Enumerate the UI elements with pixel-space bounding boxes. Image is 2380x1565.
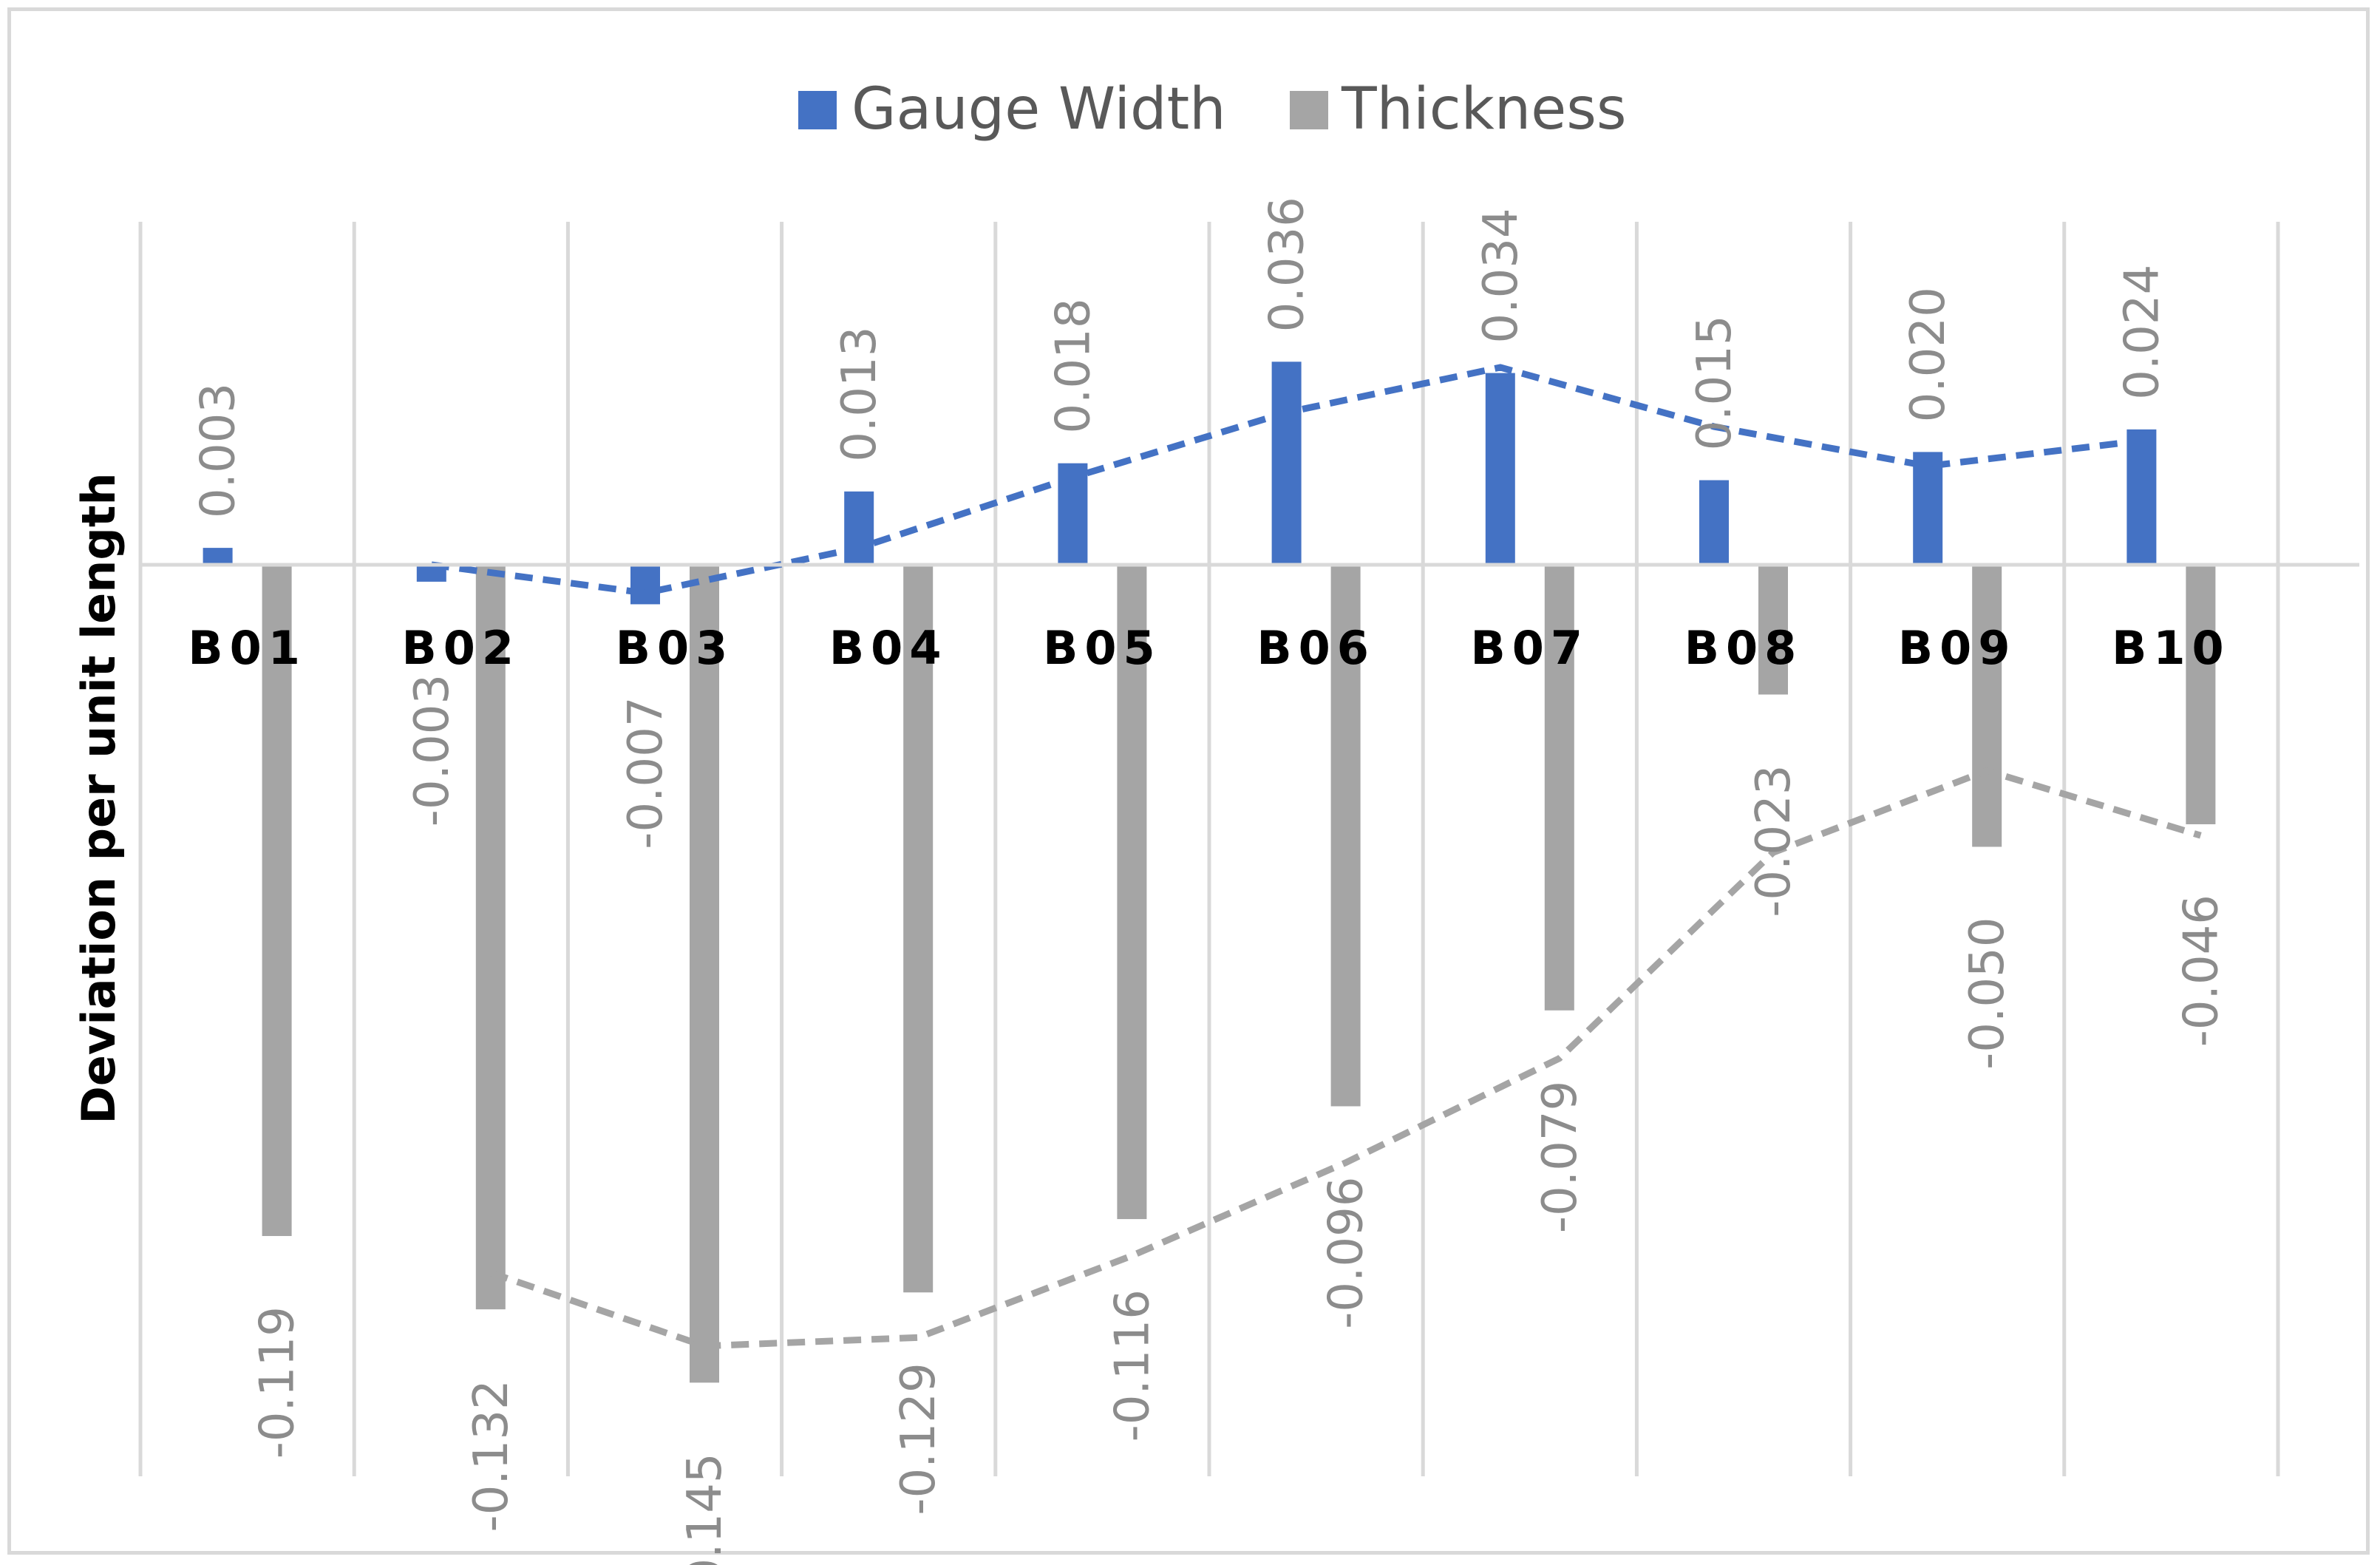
bar-gauge-width-b04: [844, 491, 874, 565]
legend-label-thickness: Thickness: [1341, 76, 1627, 143]
data-label-thickness: -0.050: [1960, 917, 2015, 1070]
data-label-thickness: -0.119: [251, 1306, 305, 1459]
data-labels: 0.003 -0.003 -0.007 0.013 0.018 0.036 0.034 0.0…: [191, 197, 2229, 1565]
data-label-gauge-width: 0.015: [1687, 315, 1742, 450]
legend-swatch-gauge-width: [798, 91, 837, 129]
category-labels: B01 B02 B03 B04 B05 B06 B07 B08 B09 B10: [188, 621, 2231, 675]
data-label-thickness: -0.129: [891, 1362, 946, 1515]
grid-lines: [138, 222, 2280, 1476]
legend-swatch-thickness: [1290, 91, 1328, 129]
category-label: B03: [616, 621, 735, 675]
bar-thickness-b02: [475, 565, 506, 1310]
data-label-thickness: -0.145: [678, 1453, 732, 1565]
category-label: B07: [1471, 621, 1590, 675]
bar-gauge-width-b01: [203, 548, 233, 565]
bar-thickness-b06: [1330, 565, 1361, 1107]
trend-lines: [431, 364, 2202, 1350]
data-label-gauge-width: 0.018: [1046, 298, 1101, 433]
bar-thickness-b04: [903, 565, 934, 1293]
category-label: B01: [188, 621, 307, 675]
bar-gauge-width-b03: [630, 565, 660, 605]
bar-thickness-b10: [2186, 565, 2216, 824]
bar-thickness-b08: [1758, 565, 1788, 695]
bar-gauge-width-b10: [2126, 429, 2157, 565]
category-label: B04: [829, 621, 948, 675]
data-label-gauge-width: 0.024: [2115, 265, 2169, 400]
data-label-gauge-width: 0.013: [832, 327, 887, 462]
y-axis-label: Deviation per unit length: [72, 472, 126, 1124]
category-label: B10: [2112, 621, 2231, 675]
legend-label-gauge-width: Gauge Width: [851, 76, 1226, 143]
category-label: B02: [402, 621, 521, 675]
data-label-thickness: -0.132: [464, 1379, 519, 1532]
trendline-gauge-width: [431, 364, 2142, 597]
bars: [203, 361, 2216, 1383]
bar-thickness-b01: [262, 565, 292, 1236]
bar-thickness-b09: [1972, 565, 2002, 847]
legend: Gauge Width Thickness: [798, 76, 1627, 143]
bar-thickness-b05: [1117, 565, 1147, 1220]
data-label-thickness: -0.116: [1105, 1289, 1160, 1442]
bar-gauge-width-b07: [1485, 373, 1515, 565]
data-label-gauge-width: 0.036: [1260, 197, 1315, 332]
data-label-thickness: -0.096: [1319, 1176, 1374, 1328]
data-label-gauge-width: 0.003: [191, 383, 246, 518]
data-label-thickness: -0.046: [2174, 894, 2228, 1047]
category-label: B08: [1684, 621, 1803, 675]
trendline-thickness: [489, 767, 2202, 1350]
data-label-gauge-width: -0.007: [619, 696, 673, 849]
data-label-gauge-width: 0.020: [1901, 287, 1956, 422]
category-label: B06: [1257, 621, 1376, 675]
category-label: B09: [1898, 621, 2017, 675]
bar-thickness-b03: [690, 565, 719, 1383]
category-label: B05: [1043, 621, 1162, 675]
bar-gauge-width-b08: [1699, 480, 1729, 565]
bar-gauge-width-b09: [1913, 452, 1943, 565]
data-label-gauge-width: 0.034: [1474, 208, 1529, 343]
data-label-thickness: -0.079: [1533, 1081, 1588, 1233]
data-label-gauge-width: -0.003: [405, 674, 460, 826]
data-label-thickness: -0.023: [1747, 764, 1801, 917]
bar-thickness-b07: [1544, 565, 1574, 1011]
bar-gauge-width-b06: [1271, 361, 1302, 565]
